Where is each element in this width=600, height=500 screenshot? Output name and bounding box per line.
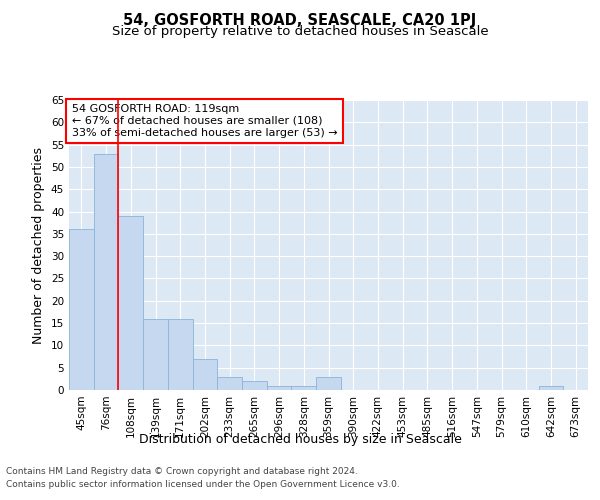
- Text: 54 GOSFORTH ROAD: 119sqm
← 67% of detached houses are smaller (108)
33% of semi-: 54 GOSFORTH ROAD: 119sqm ← 67% of detach…: [71, 104, 337, 138]
- Bar: [267, 386, 292, 390]
- Bar: [242, 381, 267, 390]
- Y-axis label: Number of detached properties: Number of detached properties: [32, 146, 46, 344]
- Text: 54, GOSFORTH ROAD, SEASCALE, CA20 1PJ: 54, GOSFORTH ROAD, SEASCALE, CA20 1PJ: [124, 12, 476, 28]
- Bar: [193, 359, 217, 390]
- Bar: [118, 216, 143, 390]
- Bar: [539, 386, 563, 390]
- Bar: [217, 376, 242, 390]
- Text: Contains public sector information licensed under the Open Government Licence v3: Contains public sector information licen…: [6, 480, 400, 489]
- Text: Size of property relative to detached houses in Seascale: Size of property relative to detached ho…: [112, 25, 488, 38]
- Text: Distribution of detached houses by size in Seascale: Distribution of detached houses by size …: [139, 432, 461, 446]
- Bar: [292, 386, 316, 390]
- Text: Contains HM Land Registry data © Crown copyright and database right 2024.: Contains HM Land Registry data © Crown c…: [6, 468, 358, 476]
- Bar: [168, 318, 193, 390]
- Bar: [316, 376, 341, 390]
- Bar: [69, 230, 94, 390]
- Bar: [143, 318, 168, 390]
- Bar: [94, 154, 118, 390]
